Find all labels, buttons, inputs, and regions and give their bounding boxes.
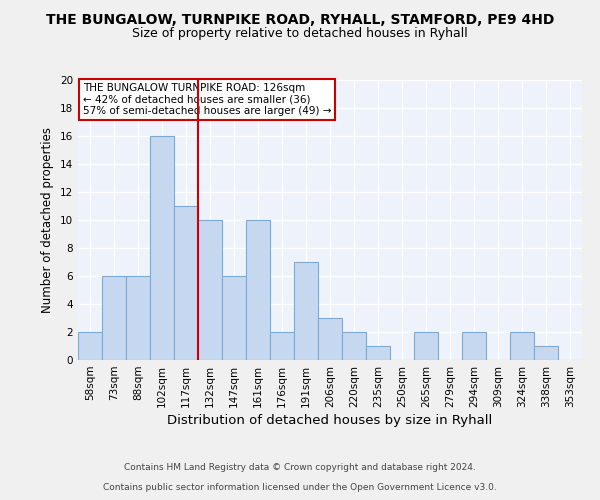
Bar bbox=[318, 318, 342, 360]
Text: Contains HM Land Registry data © Crown copyright and database right 2024.: Contains HM Land Registry data © Crown c… bbox=[124, 464, 476, 472]
Bar bbox=[222, 276, 246, 360]
Text: Size of property relative to detached houses in Ryhall: Size of property relative to detached ho… bbox=[132, 28, 468, 40]
Bar bbox=[198, 220, 222, 360]
Y-axis label: Number of detached properties: Number of detached properties bbox=[41, 127, 55, 313]
Bar bbox=[414, 332, 438, 360]
Bar bbox=[150, 136, 174, 360]
Bar bbox=[294, 262, 318, 360]
Bar bbox=[534, 346, 558, 360]
Bar bbox=[102, 276, 126, 360]
Text: THE BUNGALOW TURNPIKE ROAD: 126sqm
← 42% of detached houses are smaller (36)
57%: THE BUNGALOW TURNPIKE ROAD: 126sqm ← 42%… bbox=[83, 83, 332, 116]
Bar bbox=[366, 346, 390, 360]
Bar bbox=[270, 332, 294, 360]
Bar bbox=[342, 332, 366, 360]
Bar bbox=[462, 332, 486, 360]
X-axis label: Distribution of detached houses by size in Ryhall: Distribution of detached houses by size … bbox=[167, 414, 493, 427]
Bar bbox=[174, 206, 198, 360]
Bar bbox=[510, 332, 534, 360]
Bar bbox=[78, 332, 102, 360]
Bar bbox=[126, 276, 150, 360]
Text: THE BUNGALOW, TURNPIKE ROAD, RYHALL, STAMFORD, PE9 4HD: THE BUNGALOW, TURNPIKE ROAD, RYHALL, STA… bbox=[46, 12, 554, 26]
Bar bbox=[246, 220, 270, 360]
Text: Contains public sector information licensed under the Open Government Licence v3: Contains public sector information licen… bbox=[103, 484, 497, 492]
